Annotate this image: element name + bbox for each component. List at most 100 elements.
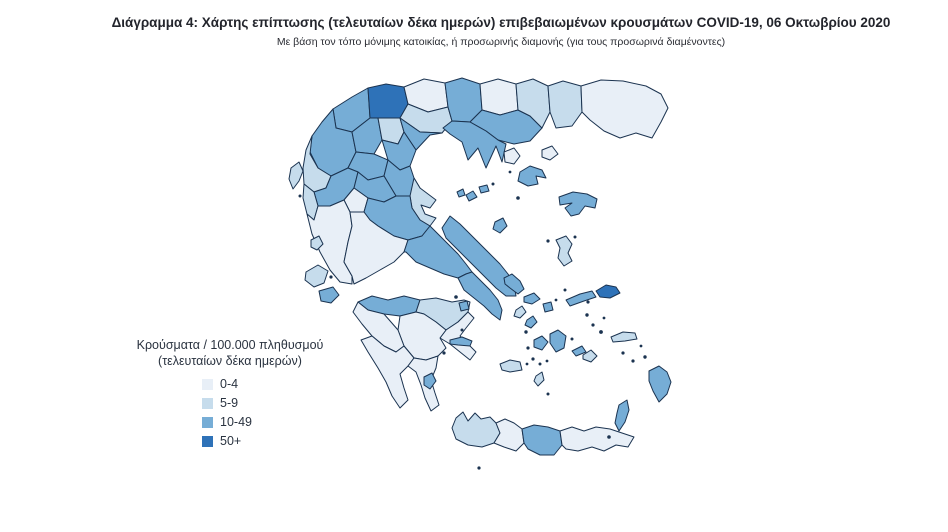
region-rodopi xyxy=(547,80,583,129)
region-milos xyxy=(499,359,523,373)
islet-dot xyxy=(546,392,550,396)
islet-dot xyxy=(526,346,530,350)
islet-dot xyxy=(524,330,528,334)
legend-item-0-4: 0-4 xyxy=(126,376,334,392)
figure-header: Διάγραμμα 4: Χάρτης επίπτωσης (τελευταίω… xyxy=(54,15,948,48)
legend-label-10-49: 10-49 xyxy=(220,415,252,429)
islet-dots xyxy=(298,170,647,470)
region-ikaria xyxy=(565,290,597,307)
legend-swatch-5-9 xyxy=(202,397,213,409)
islet-dot xyxy=(298,194,302,198)
region-pella xyxy=(367,83,409,119)
islet-dot xyxy=(591,323,595,327)
region-syros xyxy=(524,315,538,329)
islet-dot xyxy=(491,182,495,186)
islet-dot xyxy=(538,362,542,366)
islet-dot xyxy=(554,298,558,302)
region-aigina xyxy=(458,300,470,312)
region-irakleio xyxy=(521,424,563,456)
region-samos xyxy=(595,284,621,299)
region-drama xyxy=(479,78,519,116)
islet-dot xyxy=(570,337,574,341)
islet-dot xyxy=(442,351,446,355)
islet-dot xyxy=(525,362,529,366)
region-zakynthos xyxy=(318,286,340,304)
region-astypalaia xyxy=(582,349,598,363)
islet-dot xyxy=(621,351,625,355)
region-mykonos xyxy=(542,301,554,313)
islet-dot xyxy=(546,239,550,243)
legend-title: Κρούσματα / 100.000 πληθυσμού (τελευταίω… xyxy=(126,337,334,369)
legend-swatch-50plus xyxy=(202,435,213,447)
region-kerkyra xyxy=(288,161,304,190)
region-attiki xyxy=(457,271,503,321)
legend-item-10-49: 10-49 xyxy=(126,414,334,430)
islet-dot xyxy=(329,275,333,279)
islet-dot xyxy=(477,466,481,470)
legend-item-5-9: 5-9 xyxy=(126,395,334,411)
islet-dot xyxy=(643,355,647,359)
islet-dot xyxy=(516,196,520,200)
region-kefalonia xyxy=(304,264,329,288)
legend-item-50plus: 50+ xyxy=(126,433,334,449)
islet-dot xyxy=(602,316,606,320)
region-skyros xyxy=(492,217,508,234)
region-kos xyxy=(610,331,638,343)
islet-dot xyxy=(563,288,567,292)
region-skopelos xyxy=(465,190,478,202)
figure-title: Διάγραμμα 4: Χάρτης επίπτωσης (τελευταίω… xyxy=(111,15,891,30)
region-chalkidiki xyxy=(442,120,507,169)
region-fokida xyxy=(343,211,409,285)
legend-title-line2: (τελευταίων δέκα ημερών) xyxy=(158,354,302,368)
region-samothraki xyxy=(541,145,559,161)
islet-dot xyxy=(586,300,590,304)
region-messinia xyxy=(360,335,415,409)
region-alonnisos xyxy=(478,184,490,194)
mainland-regions xyxy=(302,77,669,456)
legend-title-line1: Κρούσματα / 100.000 πληθυσμού xyxy=(136,338,324,352)
legend-items: 0-4 5-9 10-49 50+ xyxy=(126,376,334,449)
islet-dot xyxy=(573,235,577,239)
region-lesvos xyxy=(558,191,598,217)
region-andros xyxy=(503,273,525,295)
region-evia xyxy=(441,215,517,297)
islet-dot xyxy=(531,357,535,361)
islet-dot xyxy=(454,295,458,299)
islet-dot xyxy=(607,435,611,439)
islet-dot xyxy=(639,344,643,348)
region-paros xyxy=(533,335,549,351)
figure-subtitle: Με βάση τον τόπο μόνιμης κατοικίας, ή πρ… xyxy=(276,36,726,48)
region-ydra xyxy=(449,336,473,347)
islet-dot xyxy=(599,330,603,334)
region-skiathos xyxy=(456,188,466,198)
islet-dot xyxy=(508,170,512,174)
region-kythira xyxy=(423,372,437,390)
region-chios xyxy=(555,235,573,267)
region-rethymno xyxy=(493,418,525,452)
legend-swatch-0-4 xyxy=(202,378,213,390)
region-lefkada xyxy=(310,235,324,251)
islet-dot xyxy=(460,328,464,332)
legend-label-50plus: 50+ xyxy=(220,434,242,448)
region-amorgos xyxy=(571,345,587,357)
legend-swatch-10-49 xyxy=(202,416,213,428)
legend-label-5-9: 5-9 xyxy=(220,396,239,410)
region-santorini xyxy=(533,371,545,387)
islet-dot xyxy=(545,359,549,363)
island-regions xyxy=(288,145,672,432)
region-xanthi xyxy=(515,78,551,129)
region-limnos xyxy=(517,165,547,187)
region-karpathos xyxy=(614,399,630,432)
region-chania xyxy=(451,411,501,448)
region-rodos xyxy=(648,365,672,403)
region-naxos xyxy=(549,329,567,353)
region-evros xyxy=(580,79,669,139)
islet-dot xyxy=(585,313,589,317)
region-tinos xyxy=(523,292,541,305)
region-thasos xyxy=(503,147,521,165)
region-kea xyxy=(513,305,527,319)
region-lasithi xyxy=(559,426,635,452)
legend-label-0-4: 0-4 xyxy=(220,377,239,391)
